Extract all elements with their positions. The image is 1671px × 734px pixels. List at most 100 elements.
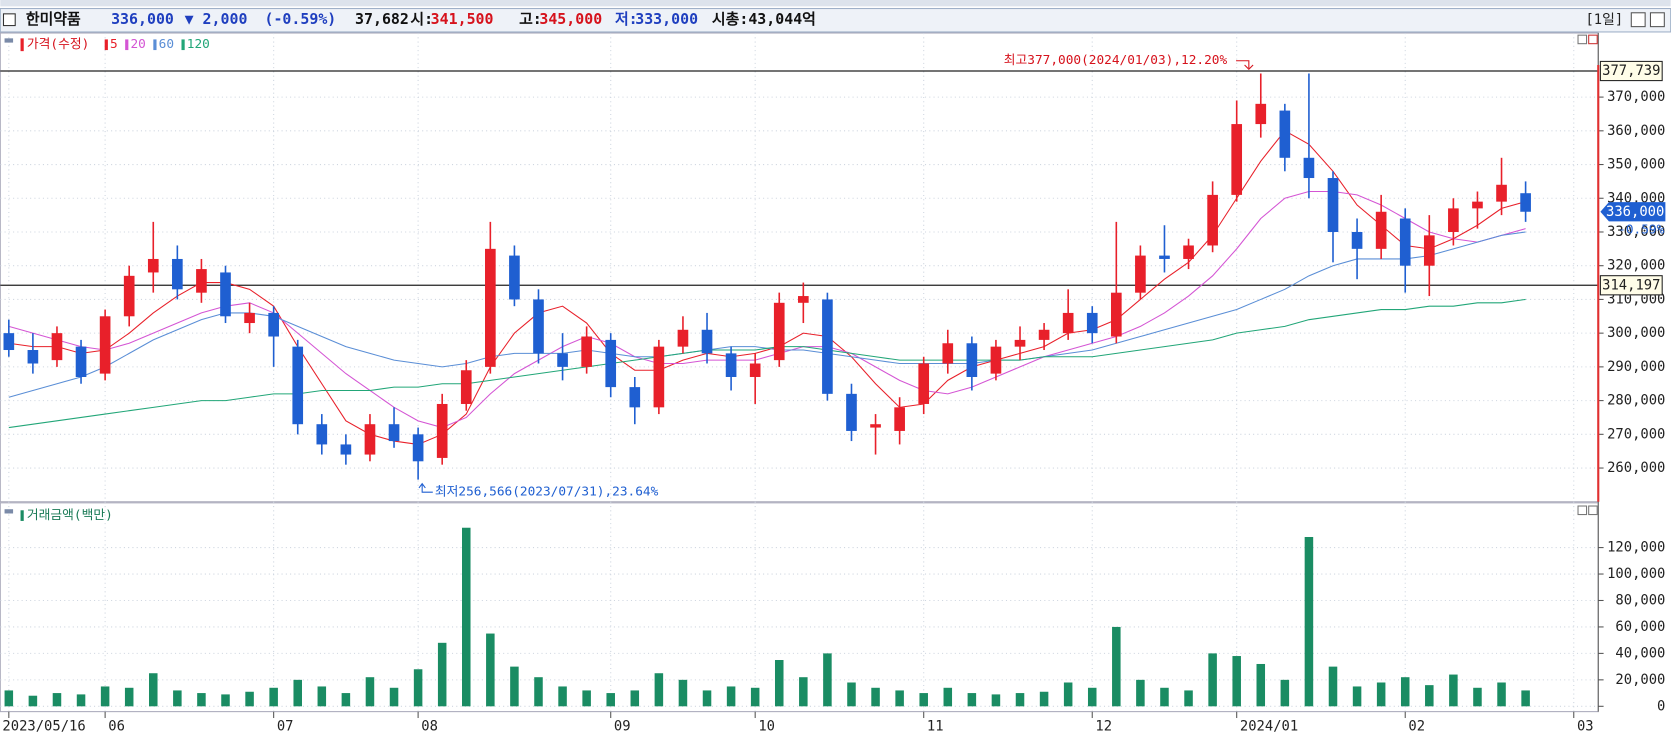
volume-bar xyxy=(1015,693,1025,707)
volume-bar xyxy=(1521,690,1530,707)
y-tick-label: 280,000 xyxy=(1607,393,1665,409)
candle-body xyxy=(1520,193,1531,212)
volume-bar xyxy=(486,633,495,707)
candle-body xyxy=(292,346,304,425)
volume-bar xyxy=(100,686,110,707)
panel-close[interactable] xyxy=(1588,34,1598,45)
period[interactable]: [1일] xyxy=(1585,12,1623,28)
volume-bar xyxy=(462,527,471,707)
candle-body xyxy=(1086,312,1098,334)
volume-bar xyxy=(1232,656,1241,707)
reference-label: 314,197 xyxy=(1602,277,1660,293)
volume-bar xyxy=(317,686,327,707)
candle-body xyxy=(966,343,978,377)
y-tick-label: 20,000 xyxy=(1615,672,1665,688)
candle-body xyxy=(340,444,352,455)
candle-body xyxy=(1207,194,1218,246)
candle-body xyxy=(725,353,737,377)
candle-body xyxy=(749,363,761,377)
y-tick-label: 300,000 xyxy=(1607,325,1665,341)
panel-button[interactable] xyxy=(1577,505,1588,516)
y-tick-label: 270,000 xyxy=(1607,426,1665,442)
volume-bar xyxy=(1208,653,1217,707)
price-panel xyxy=(0,32,1599,503)
low: 333,000 xyxy=(635,10,698,28)
high-arrow xyxy=(1236,60,1254,70)
candle-body xyxy=(1423,235,1435,266)
volume-bar xyxy=(1039,691,1049,707)
volume-bar xyxy=(437,642,447,707)
volume-bar xyxy=(871,687,880,707)
candle-body xyxy=(1062,312,1074,334)
candle-body xyxy=(1496,184,1507,202)
candle-body xyxy=(364,424,376,455)
y-tick-label: 80,000 xyxy=(1615,592,1665,608)
checkbox[interactable] xyxy=(2,13,16,27)
candle-body xyxy=(798,296,809,303)
moving-average-line xyxy=(8,190,1526,429)
y-tick-label: 320,000 xyxy=(1607,258,1665,274)
candle-body xyxy=(677,329,689,347)
candle-body xyxy=(316,424,328,445)
volume-bar xyxy=(173,690,182,707)
stock-name: 한미약품 xyxy=(26,10,81,28)
candle-body xyxy=(942,343,954,364)
volume-bar xyxy=(630,690,640,707)
volume-bar xyxy=(1497,682,1506,707)
volume-bar xyxy=(726,686,736,707)
x-tick-label: 09 xyxy=(614,719,631,734)
maximize-button[interactable] xyxy=(1630,12,1646,28)
volume-bar xyxy=(510,666,519,707)
candle-body xyxy=(605,339,617,388)
moving-average-line xyxy=(8,298,1526,429)
x-tick-label: 11 xyxy=(927,719,944,734)
candle-body xyxy=(509,255,520,300)
volume-bar xyxy=(1449,674,1458,707)
close-button[interactable] xyxy=(1649,12,1665,28)
market-cap: 시총:43,044억 xyxy=(712,10,816,28)
volume-bar xyxy=(365,677,375,707)
volume-bar xyxy=(1400,677,1410,707)
volume-bar xyxy=(654,673,664,707)
candle-body xyxy=(196,269,207,293)
reference-label-box xyxy=(1599,60,1663,82)
volume-bar xyxy=(221,694,230,707)
candle-body xyxy=(557,353,568,367)
volume-bar xyxy=(534,677,543,707)
candle-body xyxy=(1014,339,1026,347)
header-bar xyxy=(0,7,1671,33)
volume-bar xyxy=(1304,536,1314,707)
volume-bar xyxy=(1087,687,1097,707)
volume-bar xyxy=(245,691,254,707)
candle-body xyxy=(1303,157,1315,179)
legend-swatch xyxy=(125,39,129,51)
high-label: 고: xyxy=(519,10,542,28)
x-tick-label: 03 xyxy=(1577,719,1594,734)
volume-bar xyxy=(895,690,904,707)
candle-body xyxy=(1279,110,1291,158)
toolbar xyxy=(0,0,1671,7)
volume-title: 거래금액(백만) xyxy=(27,508,113,523)
candle-body xyxy=(1183,245,1194,259)
volume-bar xyxy=(1280,679,1290,707)
volume-bar xyxy=(4,690,14,707)
volume-bar xyxy=(341,693,351,707)
last-price-label: 336,000 xyxy=(1606,204,1664,220)
x-tick-label: 08 xyxy=(421,719,438,734)
open-label: 시: xyxy=(410,10,433,28)
volume-bar xyxy=(124,687,134,707)
panel-button[interactable] xyxy=(1577,34,1588,45)
candle-body xyxy=(1375,211,1387,249)
moving-average-line xyxy=(8,130,1526,445)
x-tick-label: 02 xyxy=(1408,719,1425,734)
volume-bar xyxy=(1473,687,1482,707)
x-tick-label: 2024/01 xyxy=(1240,719,1298,734)
panel-close[interactable] xyxy=(1588,505,1598,516)
volume-bar xyxy=(678,679,688,707)
candle-body xyxy=(75,346,87,377)
volume-bar xyxy=(702,690,712,707)
legend-swatch xyxy=(104,39,108,51)
y-tick-label: 120,000 xyxy=(1607,540,1665,556)
volume-bar xyxy=(52,693,62,707)
